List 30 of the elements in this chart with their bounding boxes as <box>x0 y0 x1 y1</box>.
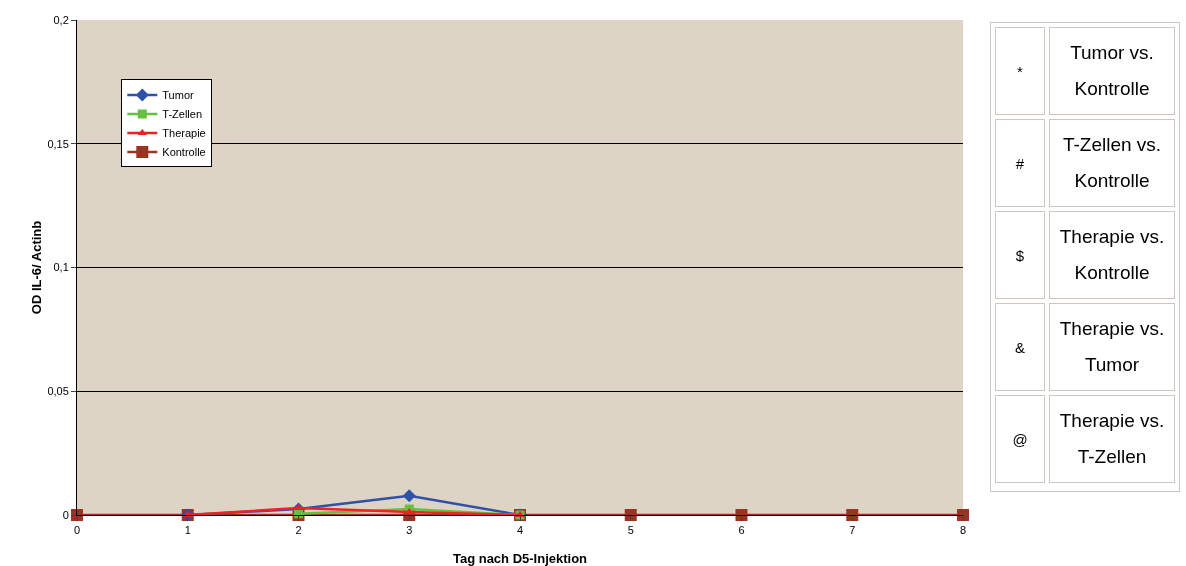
text: & <box>995 303 1045 391</box>
x-tick-label: 0 <box>73 524 81 537</box>
x-tick-label: 7 <box>849 524 856 537</box>
y-tick-label: 0 <box>62 508 69 521</box>
y-tick-label: 0,15 <box>47 137 69 150</box>
x-tick-label: 4 <box>516 524 524 537</box>
x-tick-label: 6 <box>738 524 745 537</box>
text: Therapie vs. Tumor <box>1049 303 1175 391</box>
x-tick-label: 3 <box>406 524 413 537</box>
legend-label: Kontrolle <box>162 146 206 159</box>
text: $ <box>995 211 1045 299</box>
text: @ <box>995 395 1045 483</box>
text: Tumor vs. Kontrolle <box>1049 27 1175 115</box>
text: * <box>995 27 1045 115</box>
text: Therapie vs. Kontrolle <box>1049 211 1175 299</box>
y-tick-label: 0,2 <box>53 13 69 26</box>
text: # <box>995 119 1045 207</box>
x-axis-title: Tag nach D5-Injektion <box>452 551 588 566</box>
legend-label: Tumor <box>162 89 195 102</box>
x-tick-label: 2 <box>295 524 302 537</box>
x-tick-label: 5 <box>627 524 634 537</box>
legend-label: Therapie <box>162 127 206 140</box>
y-tick-label: 0,05 <box>47 385 69 398</box>
x-tick-label: 8 <box>959 524 967 537</box>
legend-label: T-Zellen <box>162 108 203 121</box>
y-axis-title: OD IL-6/ Actinb <box>29 220 44 315</box>
text: T-Zellen vs. Kontrolle <box>1049 119 1175 207</box>
text: Therapie vs. T-Zellen <box>1049 395 1175 483</box>
y-tick-label: 0,1 <box>53 261 69 274</box>
x-tick-label: 1 <box>184 524 191 537</box>
